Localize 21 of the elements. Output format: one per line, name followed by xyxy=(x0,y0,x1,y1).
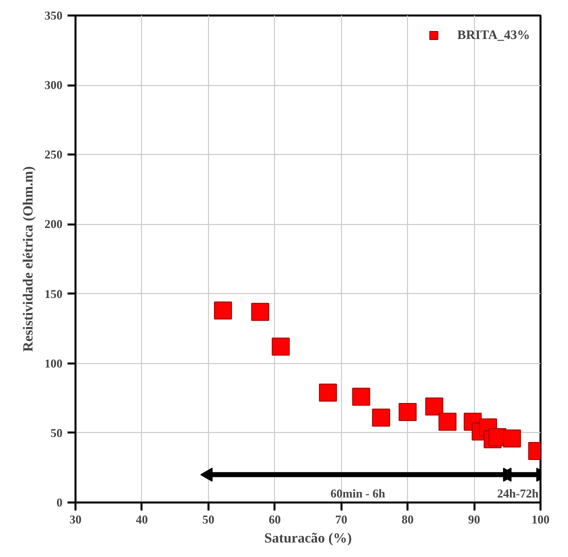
y-tick-label: 100 xyxy=(44,356,62,370)
y-tick-label: 150 xyxy=(44,286,62,301)
y-tick-label: 350 xyxy=(44,8,62,22)
y-axis-title: Resistividade elétrica (Ohm.m) xyxy=(22,166,36,352)
x-tick-label: 40 xyxy=(136,512,148,526)
annotation: 24h-72h xyxy=(497,486,539,501)
y-tick-label: 50 xyxy=(50,426,62,440)
y-tick-label: 0 xyxy=(56,496,62,510)
x-tick-label: 80 xyxy=(402,512,414,526)
x-tick-label: 100 xyxy=(532,512,550,526)
y-tick-label: 200 xyxy=(44,217,62,232)
y-tick-label: 250 xyxy=(44,148,62,162)
annotation: 60min - 6h xyxy=(330,486,386,501)
x-tick-label: 90 xyxy=(468,512,480,526)
x-tick-label: 50 xyxy=(202,512,214,526)
x-tick-label: 30 xyxy=(70,512,82,526)
x-tick-label: 70 xyxy=(335,512,348,526)
x-tick-label: 60 xyxy=(268,512,281,526)
x-axis-title: Saturacão (%) xyxy=(264,532,352,546)
y-tick-label: 300 xyxy=(44,78,62,92)
legend-label: BRITA_43% xyxy=(457,27,530,43)
